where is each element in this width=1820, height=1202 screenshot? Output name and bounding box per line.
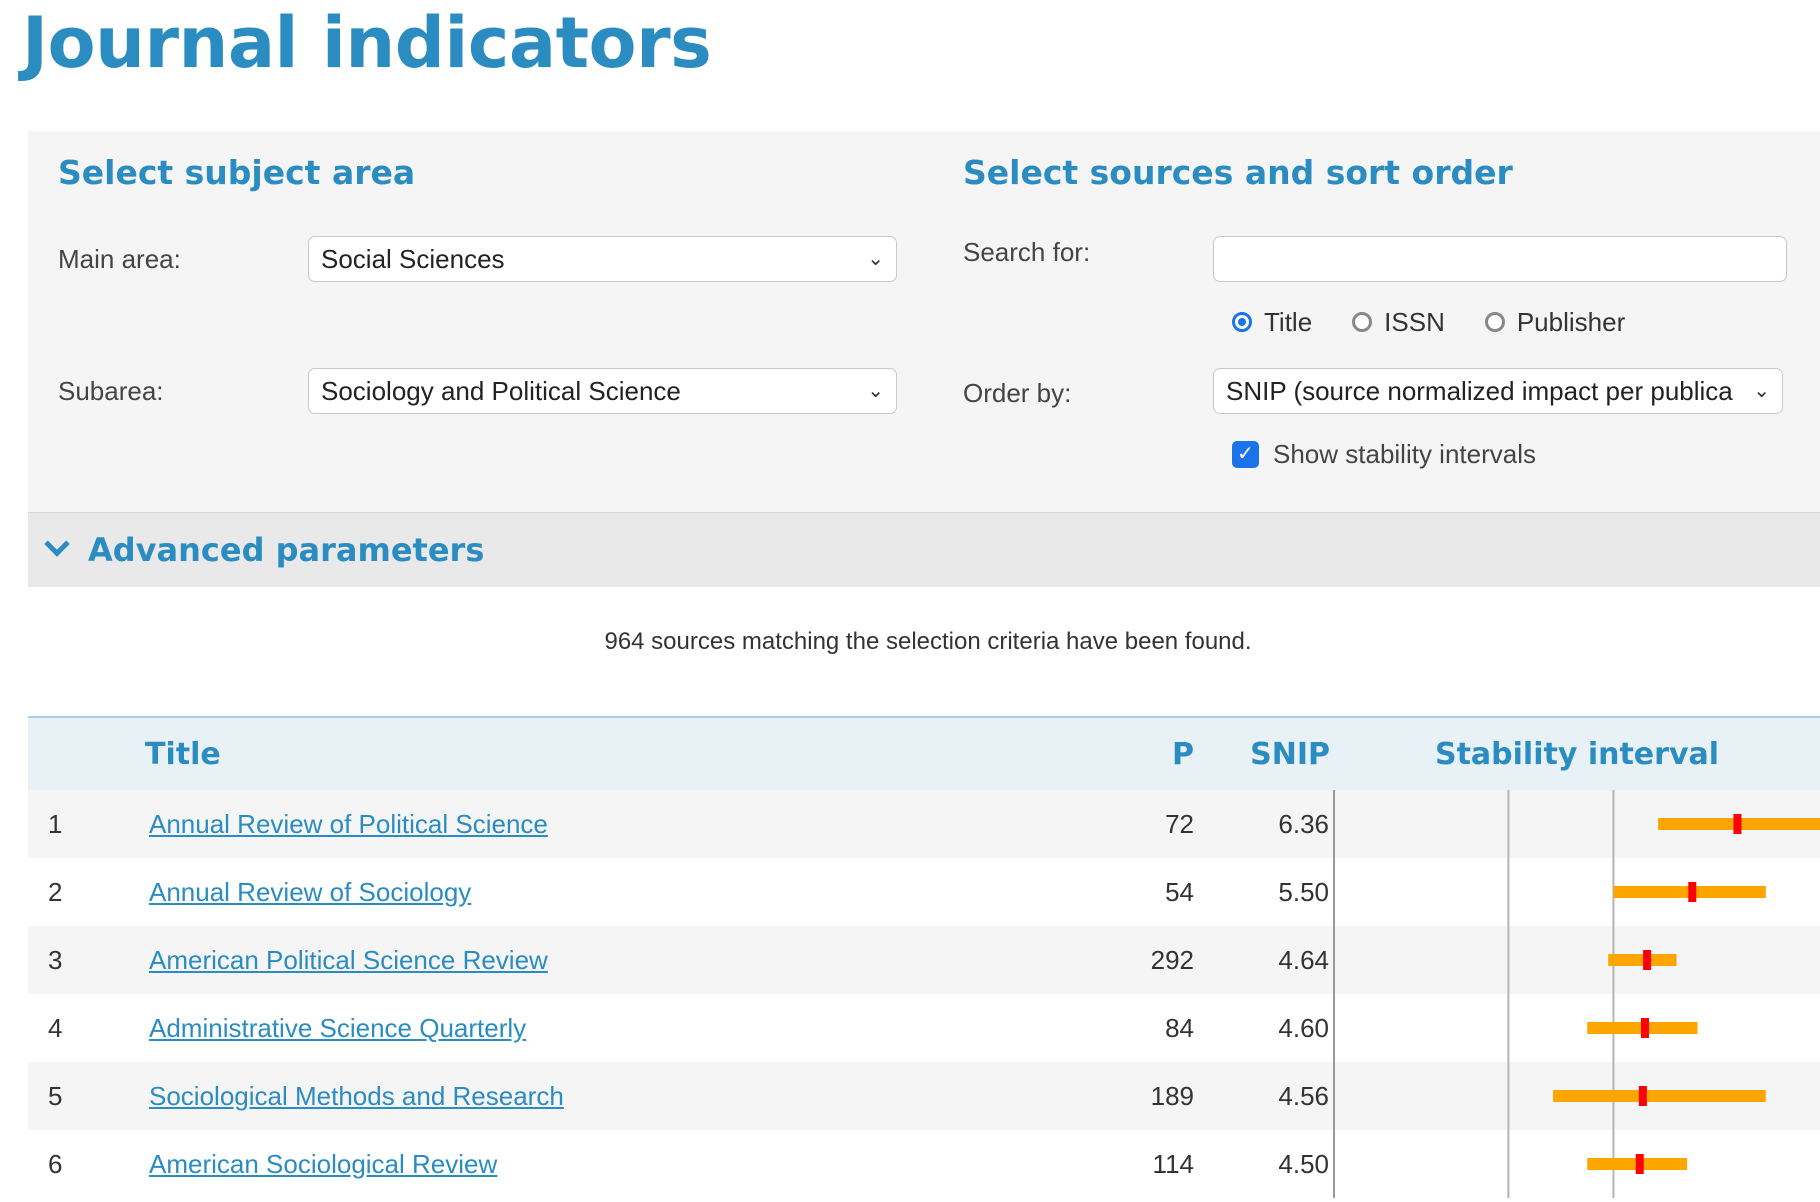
journal-link[interactable]: Annual Review of Sociology [149, 876, 472, 907]
chevron-down-icon: ⌄ [867, 380, 884, 402]
order-label: Order by: [963, 378, 1072, 408]
search-by-radio-group: Title ISSN Publisher [1232, 302, 1665, 342]
title-cell: Sociological Methods and Research [145, 1062, 1087, 1130]
rank-cell: 3 [28, 926, 145, 994]
journal-link[interactable]: Annual Review of Political Science [149, 808, 548, 839]
sources-heading: Select sources and sort order [963, 153, 1513, 192]
title-cell: Annual Review of Political Science [145, 790, 1087, 858]
title-cell: Annual Review of Sociology [145, 858, 1087, 926]
table-header-row: Title P SNIP Stability interval [28, 717, 1820, 790]
stability-cell [1333, 1130, 1820, 1198]
stability-cell [1333, 926, 1820, 994]
subarea-select[interactable]: Sociology and Political Science ⌄ [308, 368, 897, 414]
radio-title[interactable]: Title [1232, 307, 1312, 338]
table-row: 1 Annual Review of Political Science 72 6.3… [28, 790, 1820, 858]
stability-chart [1507, 926, 1677, 994]
stability-cell [1333, 858, 1820, 926]
table-row: 3 American Political Science Review 292 4.6… [28, 926, 1820, 994]
checkmark-icon[interactable]: ✓ [1232, 441, 1259, 468]
main-area-label: Main area: [58, 244, 181, 274]
search-label: Search for: [963, 237, 1091, 267]
radio-issn[interactable]: ISSN [1352, 307, 1445, 338]
journal-link[interactable]: American Political Science Review [149, 944, 548, 975]
radio-selected-icon[interactable] [1232, 312, 1252, 332]
main-area-value: Social Sciences [321, 244, 505, 274]
subarea-label: Subarea: [58, 376, 164, 406]
title-cell: American Political Science Review [145, 926, 1087, 994]
results-table: Title P SNIP Stability interval 1 Annual … [28, 716, 1820, 1198]
table-row: 4 Administrative Science Quarterly 84 4.60 [28, 994, 1820, 1062]
title-cell: Administrative Science Quarterly [145, 994, 1087, 1062]
snip-point-marker [1688, 882, 1697, 902]
subarea-value: Sociology and Political Science [321, 376, 681, 406]
stability-chart [1507, 1062, 1766, 1130]
radio-title-label: Title [1264, 306, 1313, 337]
rank-cell: 1 [28, 790, 145, 858]
snip-header[interactable]: SNIP [1194, 717, 1334, 790]
chevron-down-icon: ⌄ [1753, 380, 1770, 402]
stability-cell [1333, 1062, 1820, 1130]
snip-point-marker [1638, 1086, 1647, 1106]
result-count: 964 sources matching the selection crite… [604, 628, 1252, 655]
snip-cell: 5.50 [1194, 858, 1334, 926]
stability-chart [1507, 858, 1766, 926]
stability-interval-bar [1608, 954, 1677, 966]
rank-cell: 2 [28, 858, 145, 926]
advanced-parameters-toggle[interactable]: Advanced parameters [28, 512, 1820, 587]
chevron-down-icon [44, 531, 70, 557]
snip-cell: 4.56 [1194, 1062, 1334, 1130]
selection-panel: Select subject area Main area: Social Sc… [28, 131, 1820, 512]
page-title: Journal indicators [22, 2, 712, 84]
p-header[interactable]: P [1087, 717, 1194, 790]
stability-chart [1507, 994, 1698, 1062]
stability-header: Stability interval [1334, 717, 1820, 790]
rank-header [28, 717, 145, 790]
radio-issn-label: ISSN [1384, 306, 1445, 337]
radio-unselected-icon[interactable] [1484, 312, 1505, 332]
search-input[interactable] [1213, 236, 1787, 282]
stability-chart [1507, 790, 1820, 858]
p-cell: 114 [1087, 1130, 1194, 1198]
p-cell: 72 [1087, 790, 1194, 858]
p-cell: 189 [1087, 1062, 1194, 1130]
stability-label: Show stability intervals [1273, 439, 1536, 469]
radio-publisher-label: Publisher [1516, 306, 1626, 337]
stability-cell [1333, 994, 1820, 1062]
order-by-value: SNIP (source normalized impact per publi… [1226, 376, 1733, 406]
table-row: 5 Sociological Methods and Research 189 4.5… [28, 1062, 1820, 1130]
journal-link[interactable]: Administrative Science Quarterly [149, 1012, 527, 1043]
advanced-parameters-label: Advanced parameters [88, 531, 485, 569]
table-row: 6 American Sociological Review 114 4.50 [28, 1130, 1820, 1198]
rank-cell: 5 [28, 1062, 145, 1130]
radio-unselected-icon[interactable] [1352, 312, 1373, 332]
journal-link[interactable]: American Sociological Review [149, 1148, 498, 1179]
snip-cell: 4.50 [1194, 1130, 1334, 1198]
stability-interval-bar [1553, 1090, 1766, 1102]
stability-cell [1333, 790, 1820, 858]
main-area-select[interactable]: Social Sciences ⌄ [308, 236, 897, 282]
order-by-select[interactable]: SNIP (source normalized impact per publi… [1213, 368, 1783, 414]
title-cell: American Sociological Review [145, 1130, 1087, 1198]
p-cell: 54 [1087, 858, 1194, 926]
p-cell: 292 [1087, 926, 1194, 994]
subject-area-heading: Select subject area [58, 153, 416, 192]
table-row: 2 Annual Review of Sociology 54 5.50 [28, 858, 1820, 926]
snip-cell: 6.36 [1194, 790, 1334, 858]
chevron-down-icon: ⌄ [867, 248, 884, 270]
snip-cell: 4.64 [1194, 926, 1334, 994]
rank-cell: 4 [28, 994, 145, 1062]
title-header[interactable]: Title [145, 717, 1087, 790]
p-cell: 84 [1087, 994, 1194, 1062]
journal-link[interactable]: Sociological Methods and Research [149, 1080, 564, 1111]
rank-cell: 6 [28, 1130, 145, 1198]
snip-point-marker [1635, 1154, 1644, 1174]
radio-publisher[interactable]: Publisher [1484, 306, 1626, 338]
snip-cell: 4.60 [1194, 994, 1334, 1062]
stability-chart [1507, 1130, 1688, 1198]
snip-point-marker [1643, 950, 1652, 970]
snip-point-marker [1640, 1018, 1649, 1038]
snip-point-marker [1733, 814, 1742, 834]
stability-toggle[interactable]: ✓ Show stability intervals [1232, 439, 1536, 470]
